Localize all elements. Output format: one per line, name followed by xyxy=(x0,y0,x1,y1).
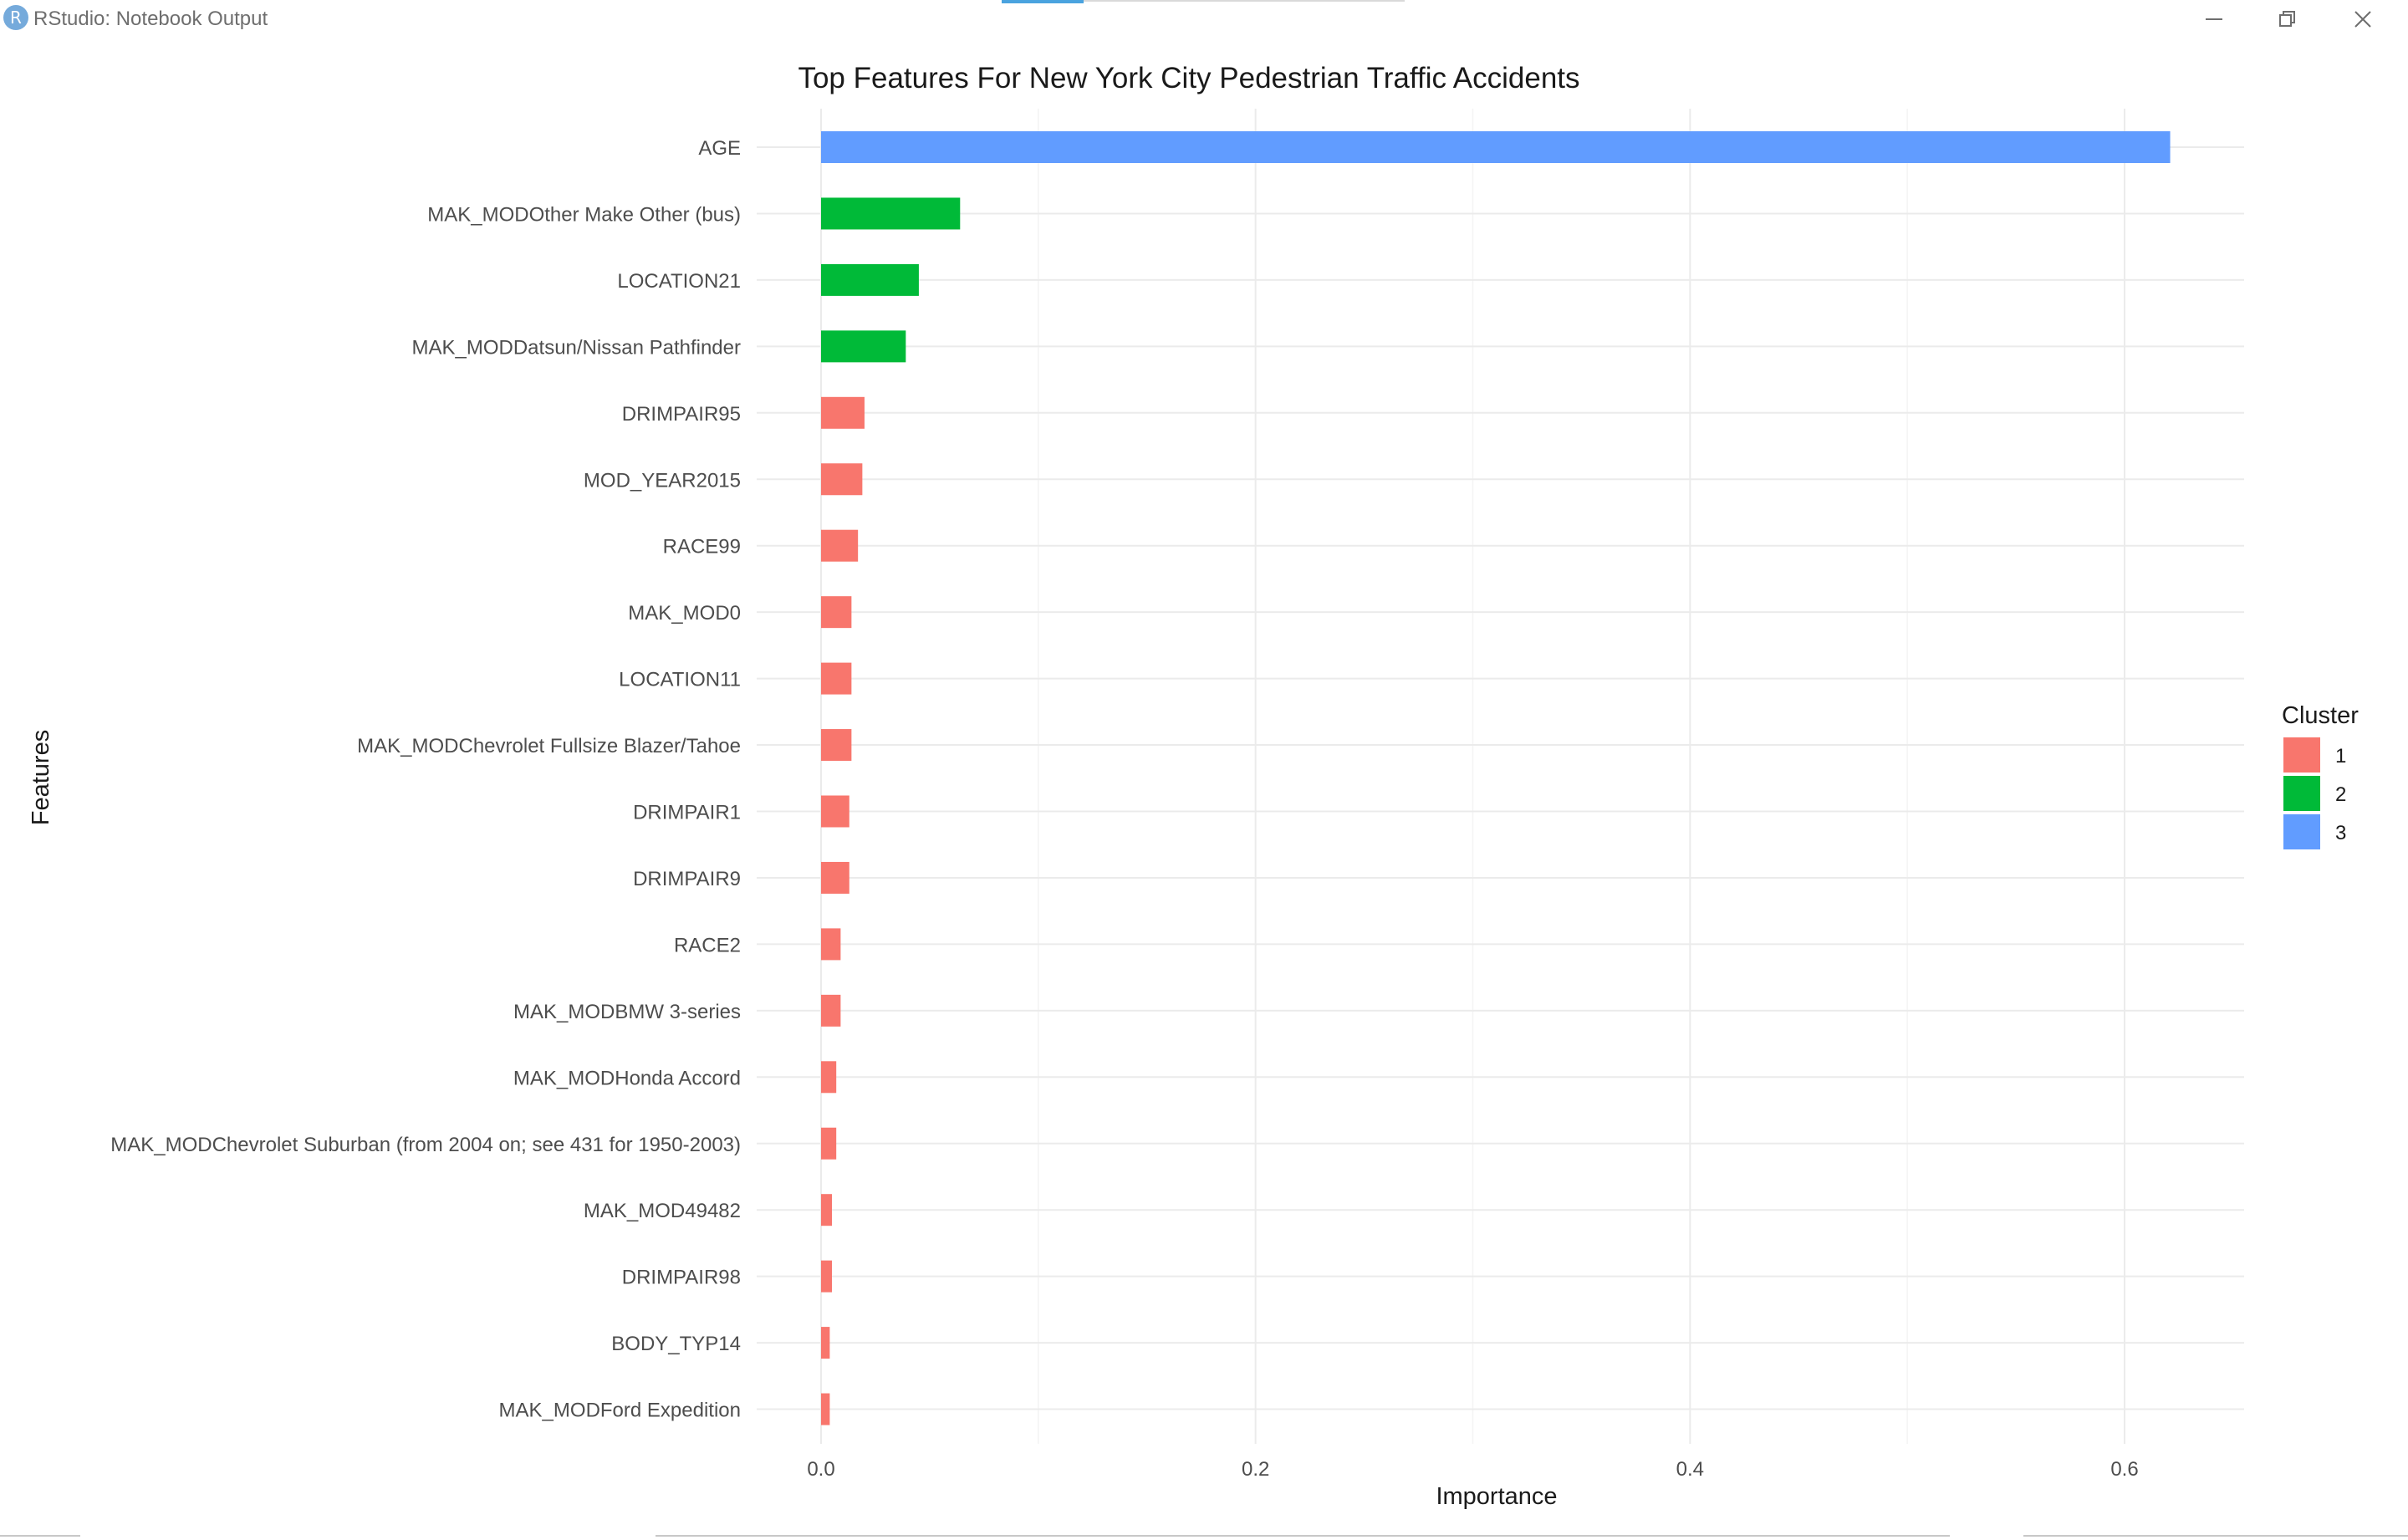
legend-key-cluster-2 xyxy=(2283,776,2320,811)
window-bottom-border xyxy=(0,1535,2408,1540)
window-title: RStudio: Notebook Output xyxy=(33,8,268,30)
legend-label: 1 xyxy=(2335,745,2346,767)
bar xyxy=(821,463,863,496)
chart-bars xyxy=(821,131,2171,1425)
bar xyxy=(821,795,849,828)
y-tick-label: MAK_MODOther Make Other (bus) xyxy=(427,203,741,226)
restore-icon xyxy=(2279,11,2295,27)
y-axis-title: Features xyxy=(28,730,54,825)
legend-title: Cluster xyxy=(2282,702,2359,729)
bar xyxy=(821,529,859,562)
bar xyxy=(821,994,841,1027)
rstudio-logo-icon: R xyxy=(3,5,28,30)
y-tick-label: MAK_MODChevrolet Fullsize Blazer/Tahoe xyxy=(357,735,741,757)
bar xyxy=(821,197,961,230)
x-axis-title: Importance xyxy=(1436,1483,1557,1510)
bar xyxy=(821,330,906,363)
legend-label: 3 xyxy=(2335,822,2346,844)
loading-progress-track xyxy=(1084,0,1405,2)
x-tick-label: 0.6 xyxy=(2110,1458,2138,1481)
y-tick-label: MAK_MODFord Expedition xyxy=(499,1400,741,1422)
x-tick-label: 0.2 xyxy=(1242,1458,1269,1481)
y-tick-label: LOCATION21 xyxy=(617,270,741,293)
y-tick-label: MAK_MOD0 xyxy=(628,602,741,625)
bar xyxy=(821,1327,830,1359)
bar xyxy=(821,396,865,429)
restore-button[interactable] xyxy=(2251,0,2324,38)
y-tick-label: BODY_TYP14 xyxy=(611,1333,741,1355)
bar xyxy=(821,263,919,296)
bar xyxy=(821,1393,830,1425)
chart-grid xyxy=(757,109,2244,1444)
minimize-icon xyxy=(2206,18,2222,20)
chart-title: Top Features For New York City Pedestria… xyxy=(798,62,1579,94)
bar xyxy=(821,1194,832,1226)
y-tick-label: MAK_MODDatsun/Nissan Pathfinder xyxy=(412,336,742,359)
bar xyxy=(821,1127,837,1160)
y-axis-tick-labels: AGE MAK_MODOther Make Other (bus) LOCATION… xyxy=(110,137,741,1422)
y-tick-label: MOD_YEAR2015 xyxy=(584,469,741,492)
y-tick-label: DRIMPAIR1 xyxy=(633,802,741,824)
y-tick-label: AGE xyxy=(698,137,741,160)
loading-progress-accent xyxy=(1002,0,1084,3)
x-tick-label: 0.0 xyxy=(807,1458,834,1481)
bar xyxy=(821,729,852,762)
bar xyxy=(821,1061,837,1094)
title-bar[interactable]: R RStudio: Notebook Output xyxy=(0,0,2408,38)
bar xyxy=(821,1260,832,1293)
x-axis-tick-labels: 0.0 0.2 0.4 0.6 xyxy=(807,1458,2138,1481)
legend-label: 2 xyxy=(2335,783,2346,806)
y-tick-label: MAK_MOD49482 xyxy=(584,1200,741,1222)
y-tick-label: RACE2 xyxy=(674,934,741,956)
chart-legend: Cluster 1 2 3 xyxy=(2282,702,2359,849)
close-button[interactable] xyxy=(2326,0,2400,38)
minimize-button[interactable] xyxy=(2177,0,2251,38)
y-tick-label: DRIMPAIR95 xyxy=(622,403,741,426)
y-tick-label: DRIMPAIR9 xyxy=(633,868,741,890)
bar xyxy=(821,131,2171,163)
bar xyxy=(821,928,841,961)
legend-key-cluster-1 xyxy=(2283,737,2320,773)
y-tick-label: MAK_MODHonda Accord xyxy=(513,1067,741,1089)
y-tick-label: MAK_MODBMW 3-series xyxy=(513,1001,741,1023)
feature-importance-chart: AGE MAK_MODOther Make Other (bus) LOCATION… xyxy=(28,62,2359,1510)
close-icon xyxy=(2354,11,2371,28)
y-tick-label: LOCATION11 xyxy=(619,669,741,691)
bar xyxy=(821,596,852,629)
bar xyxy=(821,861,849,894)
bar xyxy=(821,662,852,695)
x-tick-label: 0.4 xyxy=(1676,1458,1704,1481)
y-tick-label: DRIMPAIR98 xyxy=(622,1267,741,1289)
y-tick-label: RACE99 xyxy=(663,536,741,558)
y-tick-label: MAK_MODChevrolet Suburban (from 2004 on;… xyxy=(110,1134,741,1156)
legend-key-cluster-3 xyxy=(2283,814,2320,849)
